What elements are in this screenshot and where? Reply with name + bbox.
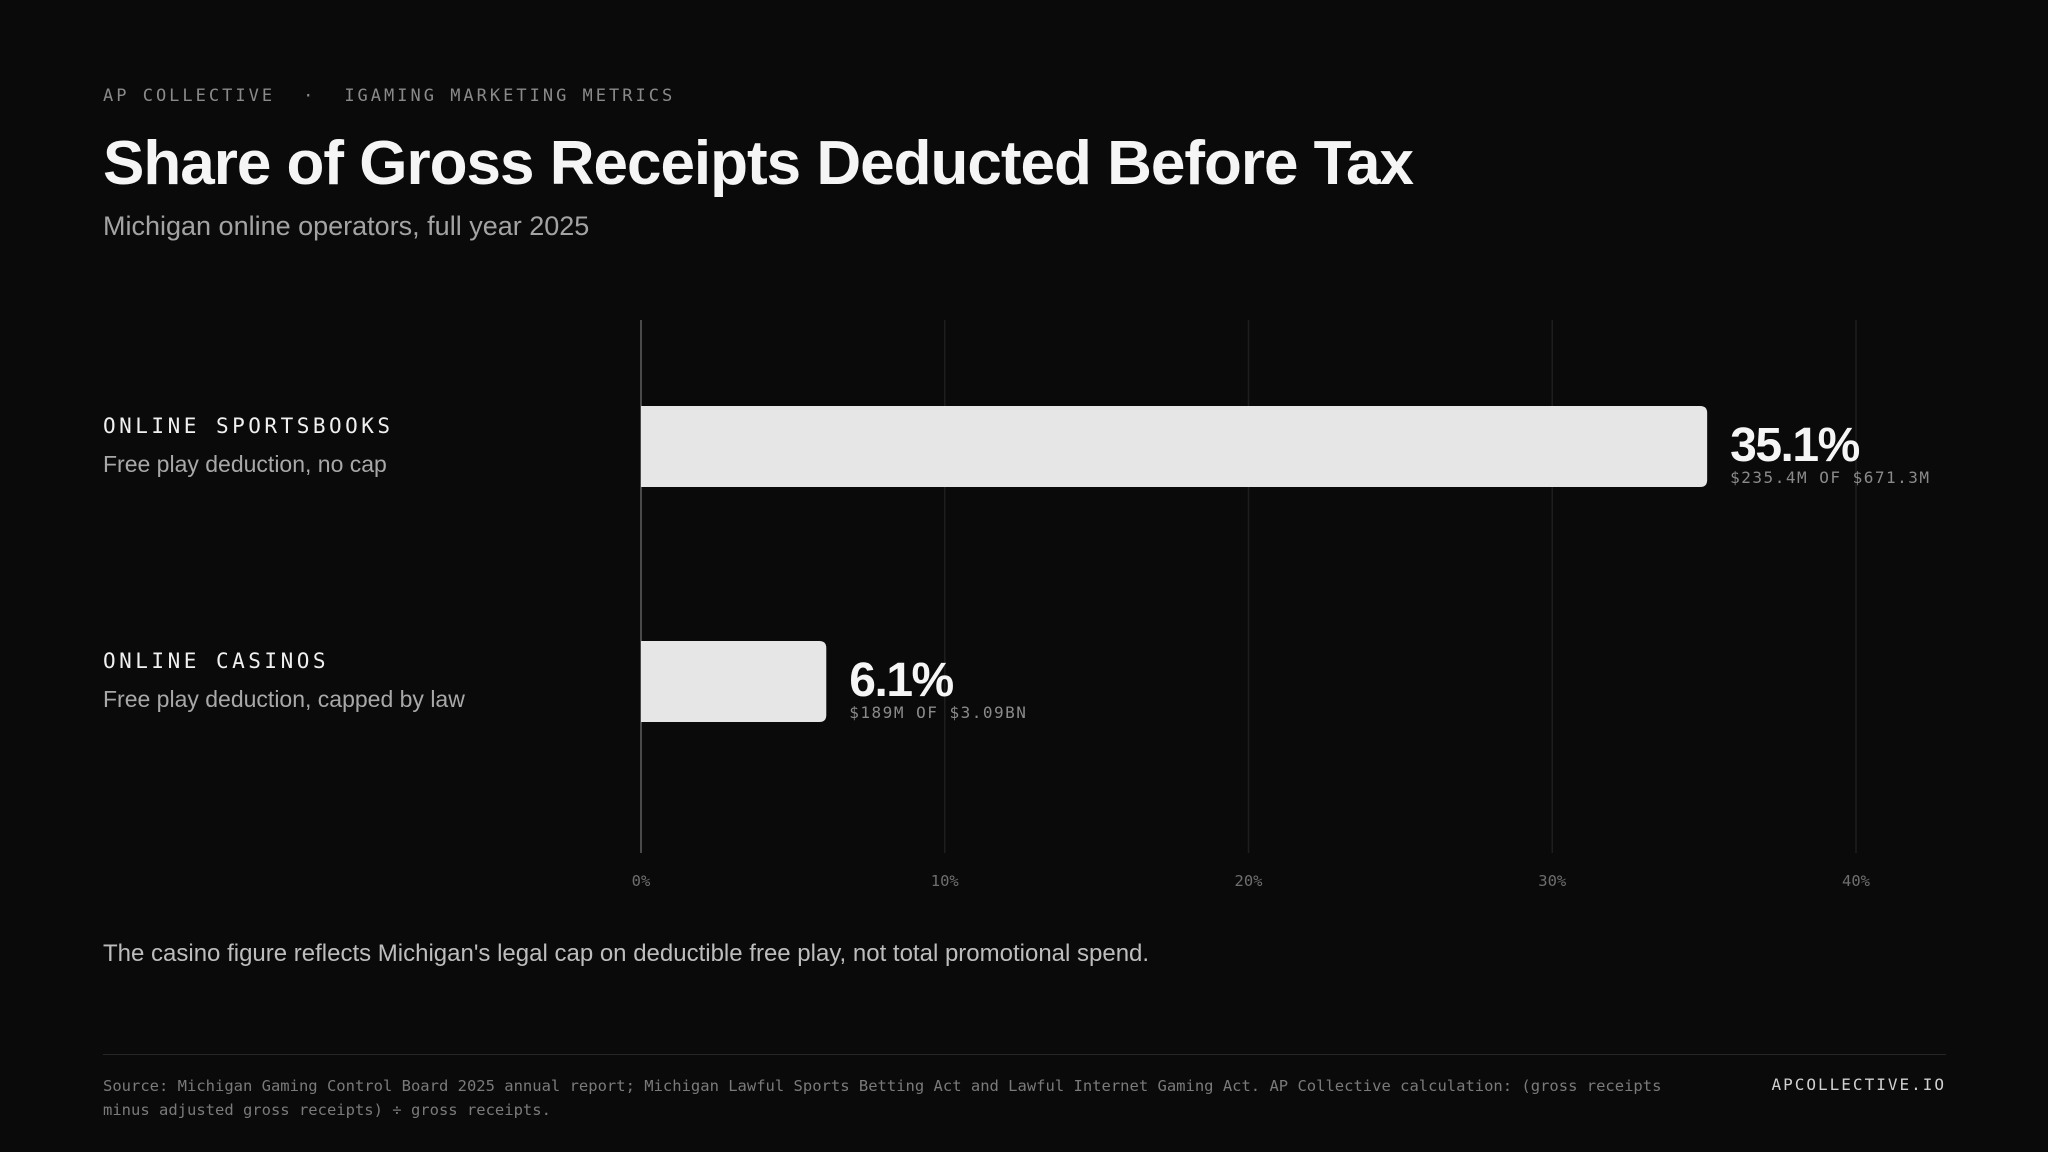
chart-note: The casino figure reflects Michigan's le… (103, 940, 1150, 967)
detail-label-casinos: $189M OF $3.09BN (849, 703, 1027, 722)
page-title: Share of Gross Receipts Deducted Before … (103, 129, 1414, 198)
x-tick-label-30: 30% (1538, 872, 1567, 890)
x-tick-label-0: 0% (632, 872, 651, 890)
x-tick-label-20: 20% (1235, 872, 1264, 890)
section-label: IGAMING MARKETING METRICS (344, 86, 676, 106)
detail-label-sportsbooks: $235.4M OF $671.3M (1730, 468, 1930, 487)
category-label-casinos: ONLINE CASINOS (103, 649, 330, 673)
brand-label: AP COLLECTIVE (103, 86, 276, 106)
bar-sportsbooks (641, 406, 1708, 487)
category-description-sportsbooks: Free play deduction, no cap (103, 451, 387, 477)
category-description-casinos: Free play deduction, capped by law (103, 686, 465, 712)
eyebrow: AP COLLECTIVE · IGAMING MARKETING METRIC… (103, 86, 675, 106)
page-subtitle: Michigan online operators, full year 202… (103, 211, 590, 241)
footer-divider (103, 1054, 1946, 1055)
x-tick-label-10: 10% (931, 872, 960, 890)
category-label-sportsbooks: ONLINE SPORTSBOOKS (103, 414, 394, 438)
x-tick-label-40: 40% (1842, 872, 1871, 890)
bar-casinos (641, 641, 827, 722)
source-text: Source: Michigan Gaming Control Board 20… (103, 1077, 1662, 1119)
bar-chart: 0% 10% 20% 30% 40% 35.1%$235.4M OF $671.3M 6.1… (632, 320, 1930, 890)
eyebrow-separator: · (303, 86, 317, 106)
site-link[interactable]: APCOLLECTIVE.IO (1771, 1075, 1946, 1094)
data-label-sportsbooks: 35.1% (1730, 419, 1859, 472)
data-label-casinos: 6.1% (849, 654, 953, 707)
